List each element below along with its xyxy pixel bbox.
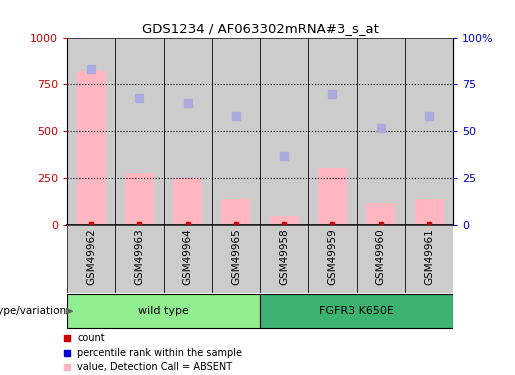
Bar <box>260 225 308 292</box>
Bar <box>125 172 154 225</box>
Text: count: count <box>77 333 105 343</box>
Bar <box>405 225 453 292</box>
Bar <box>366 203 396 225</box>
Bar <box>270 216 299 225</box>
Bar <box>318 168 347 225</box>
Text: GSM49964: GSM49964 <box>183 228 193 285</box>
Text: GSM49960: GSM49960 <box>376 228 386 285</box>
Text: percentile rank within the sample: percentile rank within the sample <box>77 348 242 358</box>
Text: FGFR3 K650E: FGFR3 K650E <box>319 306 394 316</box>
Bar <box>308 225 356 292</box>
Bar <box>67 38 115 225</box>
Bar <box>67 294 260 328</box>
Text: value, Detection Call = ABSENT: value, Detection Call = ABSENT <box>77 362 232 372</box>
Bar <box>212 225 260 292</box>
Bar <box>260 294 453 328</box>
Text: GSM49958: GSM49958 <box>279 228 289 285</box>
Bar <box>212 38 260 225</box>
Bar <box>115 225 163 292</box>
Bar <box>405 38 453 225</box>
Text: GSM49965: GSM49965 <box>231 228 241 285</box>
Bar <box>356 225 405 292</box>
Bar <box>163 225 212 292</box>
Text: wild type: wild type <box>138 306 189 316</box>
Bar <box>356 38 405 225</box>
Text: GSM49962: GSM49962 <box>86 228 96 285</box>
Text: GSM49963: GSM49963 <box>134 228 144 285</box>
Bar <box>308 38 356 225</box>
Bar <box>163 38 212 225</box>
Bar <box>173 178 202 225</box>
Bar <box>67 225 115 292</box>
Bar <box>221 199 250 225</box>
Bar <box>415 199 443 225</box>
Text: GSM49959: GSM49959 <box>328 228 337 285</box>
Bar <box>115 38 163 225</box>
Text: genotype/variation: genotype/variation <box>0 306 67 316</box>
Title: GDS1234 / AF063302mRNA#3_s_at: GDS1234 / AF063302mRNA#3_s_at <box>142 22 379 35</box>
Bar <box>77 71 106 225</box>
Bar <box>260 38 308 225</box>
Text: GSM49961: GSM49961 <box>424 228 434 285</box>
